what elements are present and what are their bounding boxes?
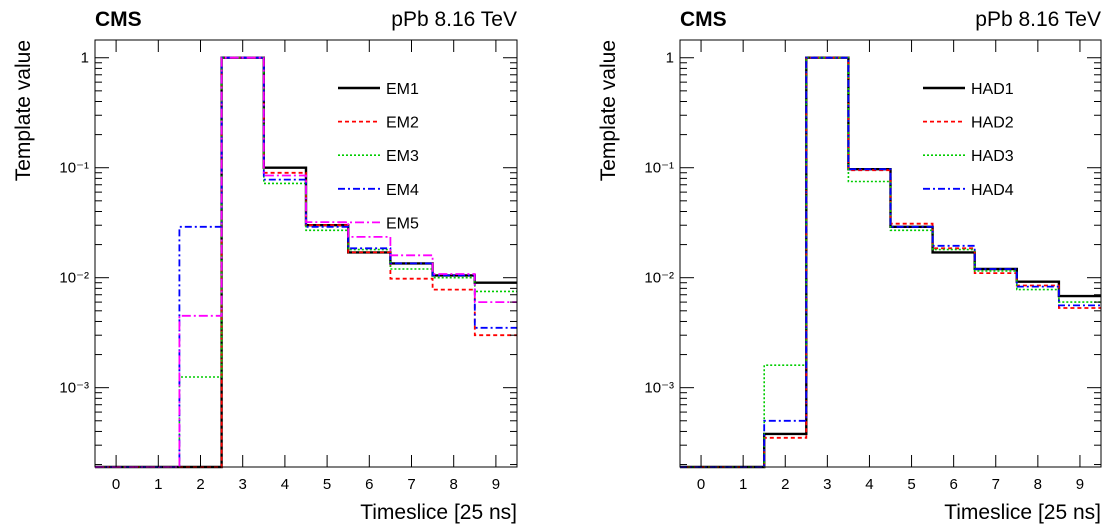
y-tick-label: 10⁻³ — [644, 380, 674, 397]
x-tick-label: 4 — [281, 476, 289, 493]
series-line-had1 — [680, 56, 1101, 469]
x-tick-label: 6 — [365, 476, 373, 493]
x-tick-label: 3 — [239, 476, 247, 493]
x-tick-label: 2 — [781, 476, 789, 493]
energy-label: pPb 8.16 TeV — [975, 8, 1101, 31]
x-tick-label: 1 — [739, 476, 747, 493]
x-tick-label: 4 — [865, 476, 873, 493]
x-axis-label: Timeslice [25 ns] — [360, 501, 517, 524]
x-tick-label: 9 — [492, 476, 500, 493]
y-axis-label: Template value — [12, 40, 35, 181]
legend-label-em2: EM2 — [386, 115, 419, 132]
series-line-em5 — [95, 56, 517, 468]
x-tick-label: 3 — [823, 476, 831, 493]
y-tick-label: 10⁻² — [644, 270, 674, 287]
legend-label-had1: HAD1 — [971, 81, 1014, 98]
legend-label-em5: EM5 — [386, 215, 419, 232]
x-tick-label: 8 — [450, 476, 458, 493]
legend-label-had4: HAD4 — [971, 182, 1014, 199]
legend-label-had2: HAD2 — [971, 115, 1014, 132]
series-line-had2 — [680, 56, 1101, 468]
plot-frame — [94, 39, 518, 468]
legend-label-had3: HAD3 — [971, 148, 1014, 165]
chart-panel-2: 0 1 2 3 4 5 6 7 8 9 10⁻³ 10⁻² 10⁻¹ 1 CMS pPb 8.16 TeV Ti… — [597, 8, 1102, 524]
series-line-had3 — [680, 56, 1101, 468]
series-line-had4 — [680, 56, 1101, 468]
series-line-em3 — [95, 56, 517, 468]
y-tick-label: 1 — [666, 50, 674, 67]
x-axis-label: Timeslice [25 ns] — [944, 501, 1101, 524]
x-tick-label: 9 — [1076, 476, 1084, 493]
y-tick-label: 10⁻¹ — [59, 160, 89, 177]
x-tick-label: 7 — [992, 476, 1000, 493]
experiment-label: CMS — [680, 8, 727, 31]
legend-label-em4: EM4 — [386, 182, 419, 199]
legend-label-em1: EM1 — [386, 81, 419, 98]
x-tick-label: 7 — [407, 476, 415, 493]
x-tick-label: 1 — [154, 476, 162, 493]
x-tick-label: 5 — [323, 476, 331, 493]
y-tick-label: 10⁻¹ — [644, 160, 674, 177]
x-tick-label: 6 — [949, 476, 957, 493]
y-axis-label: Template value — [597, 40, 620, 181]
legend: HAD1 HAD2 HAD3 HAD4 — [923, 81, 1014, 199]
x-tick-label: 0 — [697, 476, 705, 493]
chart-panel-1: 0 1 2 3 4 5 6 7 8 9 10⁻³ 10⁻² 10⁻¹ 1 CMS pPb 8.16 TeV Ti… — [12, 8, 518, 524]
x-tick-label: 0 — [112, 476, 120, 493]
y-tick-label: 10⁻³ — [59, 380, 89, 397]
x-tick-label: 8 — [1034, 476, 1042, 493]
energy-label: pPb 8.16 TeV — [391, 8, 517, 31]
legend: EM1 EM2 EM3 EM4 EM5 — [338, 81, 419, 232]
x-tick-label: 5 — [907, 476, 915, 493]
plot-frame — [679, 39, 1102, 468]
series-line-em2 — [95, 56, 517, 468]
y-tick-label: 1 — [81, 50, 89, 67]
series-line-em4 — [95, 56, 517, 468]
y-tick-label: 10⁻² — [59, 270, 89, 287]
x-tick-label: 2 — [196, 476, 204, 493]
legend-label-em3: EM3 — [386, 148, 419, 165]
experiment-label: CMS — [95, 8, 142, 31]
series-line-em1 — [95, 56, 517, 469]
